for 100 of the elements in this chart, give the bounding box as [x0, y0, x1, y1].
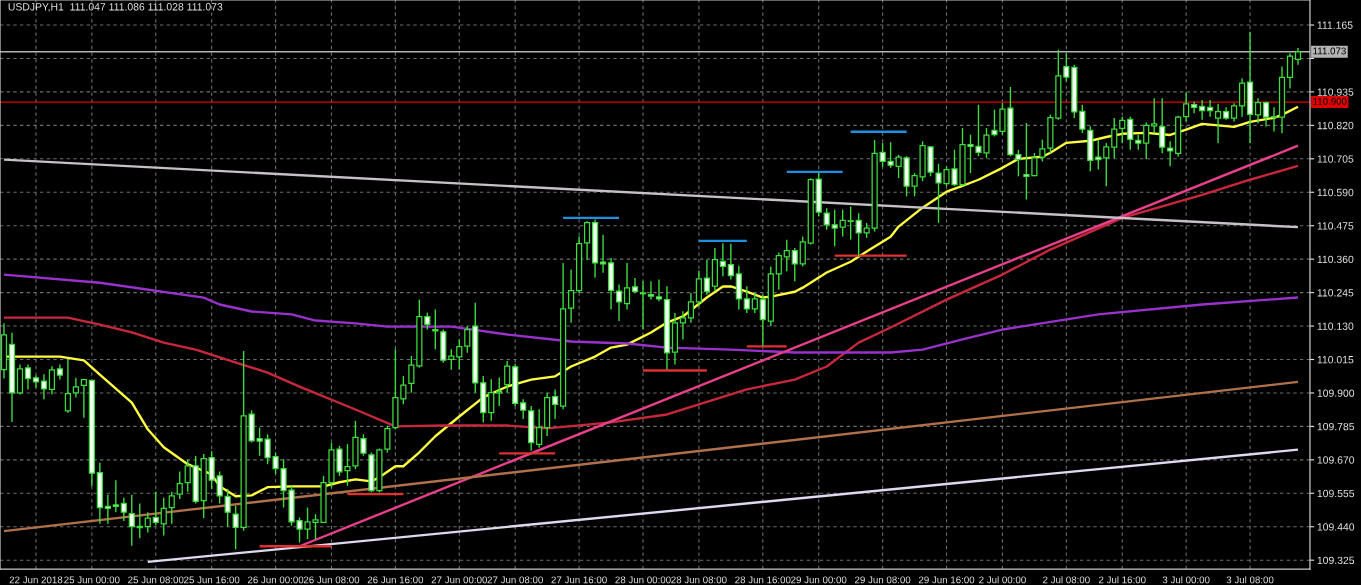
x-tick-label: 2 Jul 16:00 — [1098, 576, 1146, 584]
candlestick — [599, 234, 607, 274]
candlestick — [1143, 121, 1150, 160]
candlestick — [751, 292, 758, 314]
candlestick — [64, 358, 71, 414]
candlestick — [536, 408, 543, 449]
candlestick — [24, 363, 32, 391]
candlestick — [128, 494, 135, 547]
candlestick — [719, 242, 726, 278]
candlestick — [144, 511, 151, 534]
x-tick-label: 25 Jun 16:00 — [184, 576, 240, 584]
y-tick-label: 110.935 — [1317, 88, 1354, 96]
x-tick-label: 28 Jun 16:00 — [735, 576, 791, 584]
candlestick — [1079, 104, 1086, 134]
candlestick — [432, 308, 439, 351]
chart-title: USDJPY,H1 111.047 111.086 111.028 111.073 — [8, 3, 223, 12]
candlestick — [160, 496, 167, 537]
ref-line-label: 110.900 — [1313, 97, 1347, 105]
candlestick — [120, 496, 127, 522]
x-tick-label: 3 Jul 00:00 — [1162, 576, 1210, 584]
candlestick — [799, 235, 806, 268]
x-tick-label: 26 Jun 16:00 — [367, 576, 424, 584]
candlestick — [1238, 77, 1246, 118]
candlestick — [775, 251, 782, 291]
y-tick-label: 109.440 — [1317, 523, 1355, 531]
candlestick — [823, 207, 830, 231]
candlestick — [743, 285, 750, 314]
candlestick — [520, 398, 527, 420]
y-tick-label: 110.245 — [1317, 289, 1354, 297]
candlestick — [727, 243, 734, 281]
x-tick-label: 22 Jun 2018 — [9, 576, 63, 584]
y-tick-label: 109.900 — [1317, 389, 1355, 397]
candlestick — [136, 502, 143, 540]
candlestick — [583, 220, 591, 261]
candlestick — [639, 280, 647, 331]
candlestick — [615, 283, 623, 322]
candlestick — [208, 450, 215, 490]
candlestick — [679, 310, 687, 341]
candlestick — [1063, 52, 1070, 83]
candlestick — [408, 355, 415, 394]
candlestick — [568, 268, 575, 324]
candlestick — [48, 365, 56, 396]
line-series — [2, 164, 1300, 430]
x-tick-label: 27 Jun 16:00 — [551, 576, 607, 584]
candlestick — [1127, 115, 1134, 151]
candlestick — [176, 470, 183, 500]
x-tick-label: 29 Jun 16:00 — [918, 576, 975, 584]
candlestick — [839, 209, 846, 238]
candlestick — [791, 247, 798, 282]
y-tick-label: 110.475 — [1317, 222, 1354, 230]
x-tick-label: 29 Jun 08:00 — [855, 576, 911, 584]
x-tick-label: 2 Jul 08:00 — [1043, 576, 1090, 584]
candlestick — [1254, 97, 1262, 125]
y-tick-label: 109.785 — [1317, 422, 1355, 431]
candlestick — [703, 259, 711, 296]
y-tick-label: 110.590 — [1317, 188, 1354, 197]
candlestick — [112, 479, 119, 513]
x-tick-label: 26 Jun 00:00 — [247, 576, 304, 584]
candlestick — [647, 280, 655, 301]
candlestick — [448, 348, 455, 371]
x-tick-label: 29 Jun 00:00 — [791, 576, 847, 584]
x-tick-label: 25 Jun 08:00 — [128, 576, 184, 584]
y-tick-label: 109.555 — [1317, 489, 1355, 498]
candlestick — [1262, 100, 1270, 128]
y-tick-label: 110.820 — [1317, 121, 1354, 130]
candlestick — [1230, 102, 1238, 123]
x-tick-label: 25 Jun 00:00 — [64, 576, 120, 584]
candlestick — [504, 360, 511, 394]
ref-line-label: 111.073 — [1313, 47, 1346, 55]
candlestick — [456, 338, 463, 371]
candlestick — [759, 293, 766, 347]
candlestick — [1215, 103, 1222, 144]
candlestick — [687, 292, 695, 324]
x-tick-label: 28 Jun 00:00 — [615, 576, 671, 584]
candlestick — [655, 278, 663, 303]
candlestick — [1159, 97, 1166, 154]
y-tick-label: 111.165 — [1317, 21, 1353, 29]
candlestick — [80, 377, 87, 419]
candlestick — [1199, 99, 1206, 121]
candlestick — [1111, 117, 1118, 159]
x-tick-label: 3 Jul 08:00 — [1226, 576, 1274, 584]
x-tick-label: 28 Jun 08:00 — [671, 576, 727, 584]
line-series — [2, 273, 1300, 354]
y-tick-label: 110.705 — [1317, 155, 1354, 163]
candlestick — [552, 388, 559, 420]
x-tick-label: 27 Jun 00:00 — [431, 576, 488, 584]
x-tick-label: 2 Jul 00:00 — [979, 576, 1026, 584]
x-tick-label: 26 Jun 08:00 — [303, 576, 360, 584]
y-tick-label: 110.130 — [1317, 322, 1354, 330]
candlestick — [496, 376, 503, 407]
candlestick — [855, 212, 862, 257]
y-tick-label: 109.325 — [1317, 556, 1355, 565]
candlestick — [40, 373, 48, 401]
candlestick — [168, 491, 175, 525]
candlestick — [104, 494, 111, 525]
candlestick — [847, 205, 854, 241]
candlestick — [224, 488, 231, 528]
candlestick — [72, 377, 79, 399]
candlestick — [1207, 99, 1214, 118]
y-tick-label: 110.360 — [1317, 255, 1354, 264]
